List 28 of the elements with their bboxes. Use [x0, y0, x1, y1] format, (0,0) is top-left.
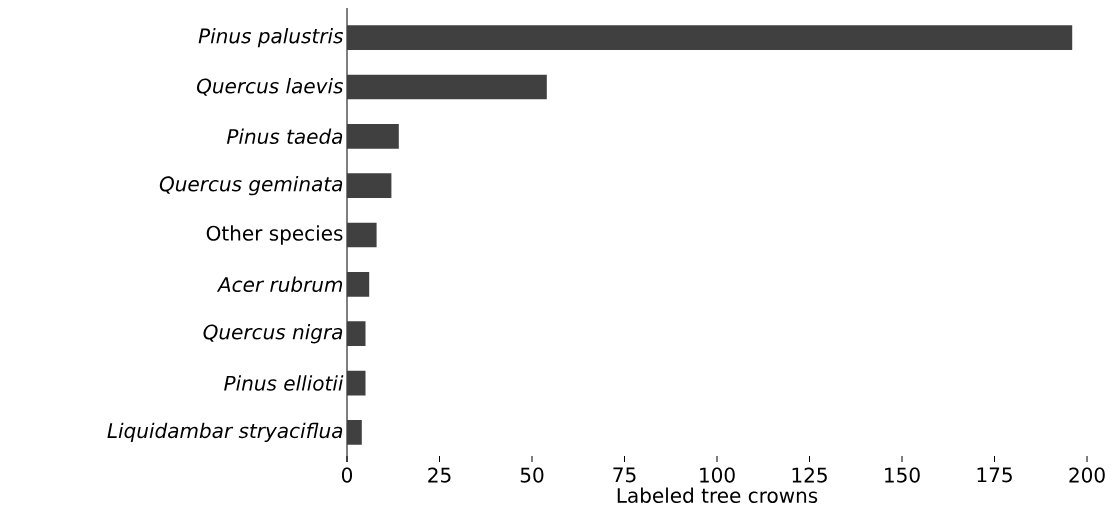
y-tick-label: Quercus nigra	[203, 324, 343, 344]
bar	[347, 74, 547, 100]
x-tick-label: 200	[1069, 467, 1105, 483]
x-tick-label: 125	[792, 467, 827, 483]
x-tick-label: 0	[341, 467, 353, 483]
y-tick-label: Pinus taeda	[226, 128, 343, 145]
x-tick-label: 25	[428, 467, 451, 483]
bar	[347, 321, 366, 347]
bar	[347, 222, 377, 248]
y-tick-label: Liquidambar stryaciflua	[107, 422, 343, 443]
y-tick-label: Pinus palustris	[198, 27, 344, 48]
y-tick-label: Acer rubrum	[216, 276, 343, 293]
x-axis-title: Labeled tree crowns	[617, 487, 818, 504]
bar	[347, 123, 399, 149]
bar	[347, 370, 366, 396]
y-tick-label: Quercus geminata	[159, 175, 343, 196]
bar	[347, 173, 392, 198]
x-tick-label: 175	[977, 467, 1012, 483]
x-tick-label: 75	[613, 467, 636, 483]
y-tick-label: Other species	[206, 225, 343, 245]
x-tick-label: 150	[885, 467, 920, 483]
bar	[347, 420, 362, 445]
y-tick-label: Pinus elliotii	[224, 375, 344, 391]
y-tick-label: Quercus laevis	[196, 78, 344, 96]
x-tick-label: 50	[520, 467, 544, 483]
bar	[347, 25, 1073, 50]
bar	[347, 272, 370, 297]
x-tick-label: 100	[700, 467, 735, 483]
